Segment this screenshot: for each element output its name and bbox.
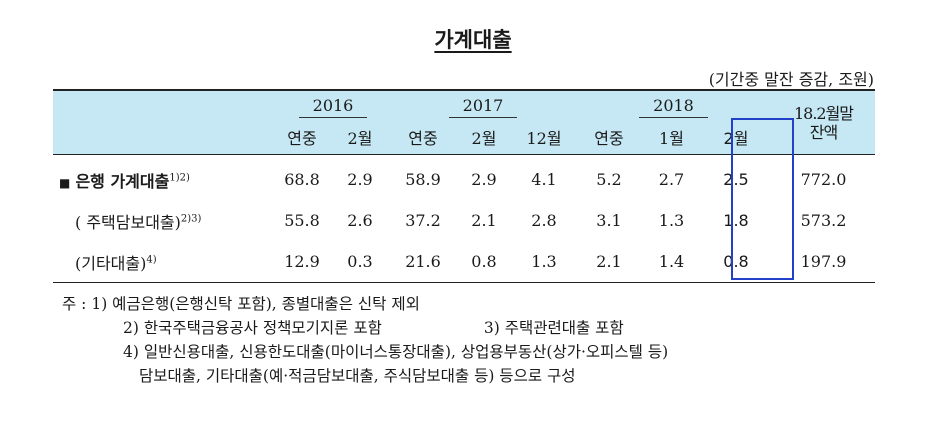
header-row-years: 2016 2017 2018 18.2월말 잔액 <box>53 90 875 142</box>
footnote-line: 담보대출, 기타대출(예·적금담보대출, 주식담보대출 등) 등으로 구성 <box>139 367 576 385</box>
cell: 68.8 <box>284 170 320 189</box>
cell-balance: 573.2 <box>800 211 847 230</box>
subcol-header: 2월 <box>471 129 497 148</box>
cell: 58.9 <box>405 170 441 189</box>
cell: 37.2 <box>405 211 441 230</box>
footnote-line: 2) 한국주택금융공사 정책모기지론 포함 3) 주택관련대출 포함 <box>123 319 624 337</box>
cell: 0.8 <box>471 252 497 271</box>
footnote-line: 4) 일반신용대출, 신용한도대출(마이너스통장대출), 상업용부동산(상가·오… <box>123 343 669 361</box>
bullet-icon: ■ <box>59 175 71 190</box>
cell-balance: 772.0 <box>800 170 847 189</box>
header-blank <box>53 90 275 155</box>
table-row: ■ 은행 가계대출1)2) 68.8 2.9 58.9 2.9 4.1 5.2 … <box>53 155 875 201</box>
table-row: ( 주택담보대출)2)3) 55.8 2.6 37.2 2.1 2.8 3.1 … <box>53 200 875 241</box>
cell: 12.9 <box>284 252 320 271</box>
balance-header: 18.2월말 잔액 <box>793 103 854 142</box>
year-2016-header: 2016 <box>275 90 391 120</box>
year-2018-header: 2018 <box>575 90 772 120</box>
subcol-header: 연중 <box>408 129 438 148</box>
unit-label: (기간중 말잔 증감, 조원) <box>708 70 874 89</box>
cell: 2.1 <box>596 252 622 271</box>
row-label: (기타대출)4) <box>75 253 157 273</box>
subcol-header: 1월 <box>659 129 684 148</box>
cell: 55.8 <box>284 211 320 230</box>
row-label: ■ 은행 가계대출1)2) <box>59 171 190 191</box>
subcol-header-highlight: 2월 <box>723 129 749 148</box>
cell: 2.7 <box>658 170 685 189</box>
cell: 1.4 <box>658 252 685 271</box>
cell: 2.6 <box>347 211 373 230</box>
cell: 3.1 <box>596 211 622 230</box>
table-title: 가계대출 <box>434 28 512 52</box>
footnote-line: 주 : 1) 예금은행(은행신탁 포함), 종별대출은 신탁 제외 <box>62 295 420 313</box>
cell: 21.6 <box>405 252 441 271</box>
subcol-header: 연중 <box>287 129 317 148</box>
subcol-header: 12월 <box>526 129 562 148</box>
cell-highlight: 1.8 <box>723 211 749 230</box>
cell: 0.3 <box>347 252 373 271</box>
footnotes: 주 : 1) 예금은행(은행신탁 포함), 종별대출은 신탁 제외 2) 한국주… <box>62 292 668 388</box>
subcol-header: 2월 <box>347 129 373 148</box>
cell: 2.1 <box>471 211 497 230</box>
cell: 4.1 <box>531 170 557 189</box>
row-label: ( 주택담보대출)2)3) <box>75 212 202 232</box>
cell: 2.8 <box>531 211 557 230</box>
subcol-header: 연중 <box>594 129 624 148</box>
cell: 2.9 <box>347 170 373 189</box>
cell-highlight: 2.5 <box>723 170 749 189</box>
cell-balance: 197.9 <box>800 252 847 271</box>
household-loan-table: 2016 2017 2018 18.2월말 잔액 연중 2월 연중 2월 12월… <box>53 89 875 283</box>
cell: 1.3 <box>658 211 685 230</box>
cell: 1.3 <box>531 252 557 271</box>
table-row: (기타대출)4) 12.9 0.3 21.6 0.8 1.3 2.1 1.4 0… <box>53 241 875 283</box>
year-2017-header: 2017 <box>391 90 575 120</box>
cell: 2.9 <box>471 170 497 189</box>
cell-highlight: 0.8 <box>723 252 749 271</box>
cell: 5.2 <box>596 170 622 189</box>
